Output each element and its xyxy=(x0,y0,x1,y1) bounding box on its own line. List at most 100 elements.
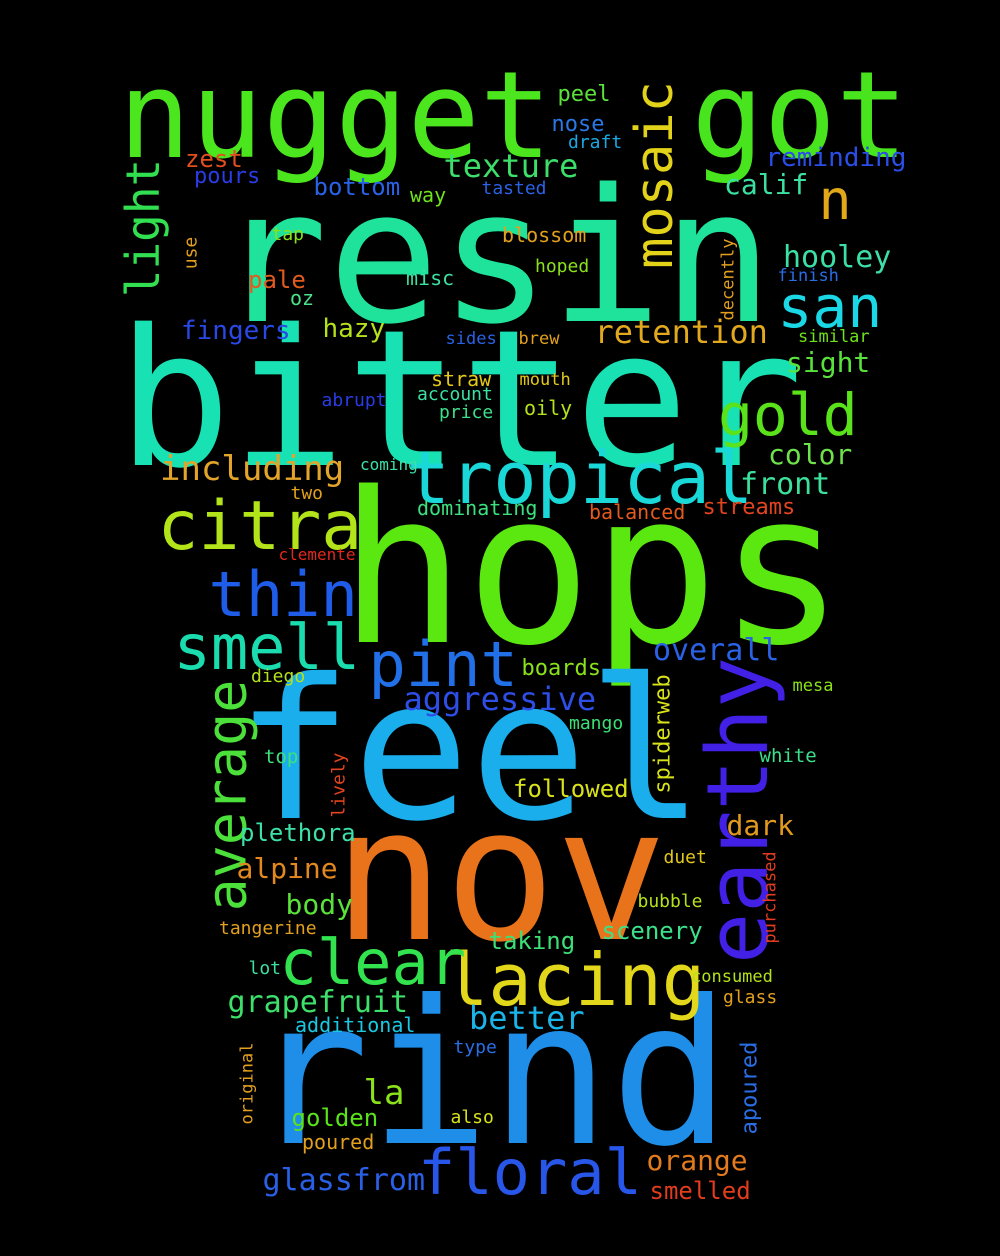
word-brew: brew xyxy=(518,328,560,349)
word-alpine: alpine xyxy=(236,852,338,885)
word-light: light xyxy=(116,158,171,298)
word-dominating: dominating xyxy=(417,496,538,520)
word-straw: straw xyxy=(431,367,492,391)
word-tap: tap xyxy=(271,224,305,245)
word-tangerine: tangerine xyxy=(219,918,317,939)
word-thin: thin xyxy=(208,558,358,631)
word-account: account xyxy=(417,384,493,405)
word-san: san xyxy=(777,273,883,341)
word-n: n xyxy=(818,167,852,232)
word-finish: finish xyxy=(777,265,839,286)
word-texture: texture xyxy=(443,147,579,185)
word-abrupt: abrupt xyxy=(321,390,387,411)
word-golden: golden xyxy=(291,1104,379,1132)
word-hops: hops xyxy=(339,447,845,692)
word-hazy: hazy xyxy=(322,314,386,344)
word-front: front xyxy=(740,467,831,502)
word-similar: similar xyxy=(798,326,870,347)
word-grapefruit: grapefruit xyxy=(227,985,409,1020)
word-la: la xyxy=(363,1073,405,1113)
word-floral: floral xyxy=(418,1136,642,1209)
word-pint: pint xyxy=(368,628,518,701)
word-plethora: plethora xyxy=(240,819,356,847)
word-bottom: bottom xyxy=(313,173,401,201)
word-spiderweb: spiderweb xyxy=(650,674,676,794)
word-peel: peel xyxy=(557,82,611,107)
word-streams: streams xyxy=(702,495,796,520)
word-pours: pours xyxy=(194,164,261,189)
word-price: price xyxy=(439,402,494,423)
word-hoped: hoped xyxy=(535,256,590,277)
word-orange: orange xyxy=(646,1144,748,1177)
word-resin: resin xyxy=(216,148,774,365)
word-also: also xyxy=(450,1107,494,1128)
word-sides: sides xyxy=(445,328,497,349)
word-lively: lively xyxy=(328,752,350,818)
word-mango: mango xyxy=(569,713,624,734)
word-citra: citra xyxy=(157,487,363,566)
word-type: type xyxy=(453,1037,497,1058)
word-scenery: scenery xyxy=(601,917,703,945)
word-fingers: fingers xyxy=(181,316,291,346)
word-oily: oily xyxy=(524,396,573,420)
word-coming: coming xyxy=(360,455,418,474)
word-clemente: clemente xyxy=(278,545,356,564)
word-misc: misc xyxy=(406,266,455,290)
word-pale: pale xyxy=(248,266,306,294)
word-tropical: tropical xyxy=(406,436,754,520)
word-oz: oz xyxy=(290,286,315,310)
word-taking: taking xyxy=(488,927,576,955)
word-mesa: mesa xyxy=(792,675,834,696)
word-original: original xyxy=(237,1042,258,1124)
word-mouth: mouth xyxy=(519,369,571,390)
word-additional: additional xyxy=(295,1013,416,1037)
word-use: use xyxy=(179,236,201,270)
word-lacing: lacing xyxy=(445,938,706,1022)
word-consumed: consumed xyxy=(691,966,773,987)
word-hooley: hooley xyxy=(783,240,892,275)
word-diego: diego xyxy=(251,666,306,687)
word-got: got xyxy=(691,47,909,186)
word-balanced: balanced xyxy=(589,500,686,524)
word-including: including xyxy=(160,449,345,489)
word-poured: poured xyxy=(302,1130,375,1154)
word-rind: rind xyxy=(249,958,731,1191)
word-color: color xyxy=(768,438,853,471)
word-better: better xyxy=(469,999,585,1037)
word-tasted: tasted xyxy=(481,178,547,199)
word-smelled: smelled xyxy=(649,1177,751,1205)
word-boards: boards xyxy=(521,656,601,681)
word-white: white xyxy=(759,744,817,767)
word-retention: retention xyxy=(594,313,768,351)
word-glass: glass xyxy=(723,987,778,1008)
word-aggressive: aggressive xyxy=(403,680,597,718)
word-nugget: nugget xyxy=(118,47,552,186)
word-bubble: bubble xyxy=(637,891,703,912)
word-sight: sight xyxy=(786,346,871,379)
word-draft: draft xyxy=(568,132,623,153)
word-duet: duet xyxy=(663,847,707,868)
word-calif: calif xyxy=(724,168,809,201)
word-gold: gold xyxy=(718,381,858,449)
word-followed: followed xyxy=(513,775,629,803)
word-blossom: blossom xyxy=(502,223,587,247)
word-body: body xyxy=(285,888,353,921)
word-reminding: reminding xyxy=(765,143,907,173)
word-bitter: bitter xyxy=(117,289,804,510)
word-top: top xyxy=(264,745,299,768)
word-nov: nov xyxy=(333,766,668,983)
word-two: two xyxy=(290,483,324,504)
word-zest: zest xyxy=(185,145,243,173)
word-mosaic: mosaic xyxy=(624,81,685,269)
word-dark: dark xyxy=(726,809,794,842)
word-lot: lot xyxy=(248,958,282,979)
word-way: way xyxy=(410,183,447,207)
word-apoured: apoured xyxy=(736,1041,762,1135)
word-glassfrom: glassfrom xyxy=(262,1163,426,1198)
word-clear: clear xyxy=(279,926,467,999)
word-decently: decently xyxy=(718,238,739,320)
word-smell: smell xyxy=(173,611,361,684)
word-nose: nose xyxy=(551,112,605,137)
word-feel: feel xyxy=(235,636,705,864)
